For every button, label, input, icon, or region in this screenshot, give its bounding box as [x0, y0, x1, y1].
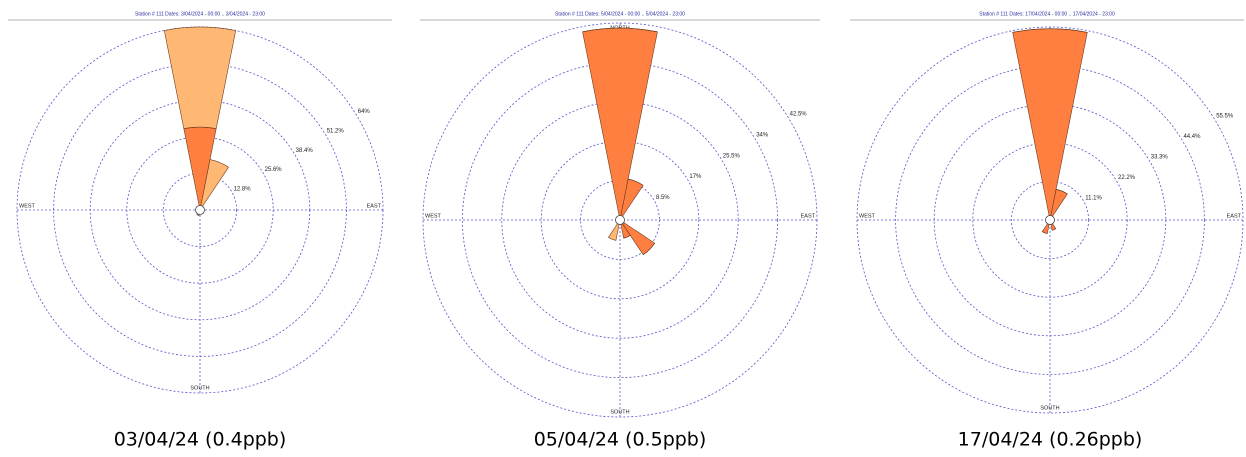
ring-label: 25.6%: [265, 167, 283, 173]
ring: [895, 65, 1205, 375]
direction-label: SOUTH: [1040, 405, 1059, 411]
direction-label: SOUTH: [190, 385, 209, 391]
ring-label: 64%: [358, 109, 371, 115]
wedge: [582, 27, 658, 33]
wedge: [623, 235, 631, 239]
chart-title: Station # 111 Dates: 5/04/2024 - 00:00 .…: [555, 11, 685, 17]
windrose-chart: Station # 111 Dates: 3/04/2024 - 00:00 .…: [8, 11, 392, 451]
windrose-chart: Station # 111 Dates: 5/04/2024 - 00:00 .…: [420, 11, 820, 451]
wedge: [1056, 189, 1068, 195]
direction-label: WEST: [425, 213, 442, 219]
ring: [461, 61, 779, 379]
wedge: [163, 26, 237, 130]
wedge: [643, 243, 655, 255]
direction-label: EAST: [367, 203, 382, 209]
center: [615, 215, 625, 225]
caption: 05/04/24 (0.5ppb): [534, 429, 707, 451]
ring-label: 44.4%: [1183, 134, 1201, 140]
ring-label: 55.5%: [1216, 114, 1234, 120]
ring-label: 11.1%: [1085, 196, 1102, 202]
ring: [972, 142, 1128, 298]
direction-label: EAST: [801, 213, 816, 219]
center: [195, 205, 205, 215]
caption: 17/04/24 (0.26ppb): [958, 429, 1143, 451]
chart-title: Station # 111 Dates: 17/04/2024 - 00:00 …: [979, 11, 1115, 17]
ring-label: 51.2%: [327, 128, 345, 134]
direction-label: WEST: [19, 203, 36, 209]
direction-label: SOUTH: [610, 409, 629, 415]
ring-label: 42.5%: [790, 112, 808, 118]
wedge: [1051, 228, 1056, 231]
chart-title: Station # 111 Dates: 3/04/2024 - 00:00 .…: [135, 11, 265, 17]
wedge: [199, 159, 230, 211]
caption: 03/04/24 (0.4ppb): [114, 429, 287, 451]
ring-label: 17%: [689, 174, 702, 180]
ring-label: 8.5%: [656, 195, 670, 201]
center: [1045, 215, 1055, 225]
wedge: [607, 219, 621, 241]
wedge: [628, 178, 644, 186]
wedge: [1042, 231, 1048, 234]
ring-label: 22.2%: [1118, 175, 1136, 181]
ring: [540, 140, 700, 300]
ring-label: 12.8%: [234, 187, 252, 193]
direction-label: WEST: [859, 213, 876, 219]
ring-label: 25.5%: [723, 153, 741, 159]
windrose-chart: Station # 111 Dates: 17/04/2024 - 00:00 …: [850, 11, 1244, 451]
ring-label: 38.4%: [296, 148, 314, 154]
wedge: [1012, 28, 1088, 33]
ring-label: 34%: [756, 132, 769, 138]
wedge: [582, 27, 658, 221]
ring-label: 33.3%: [1151, 155, 1169, 161]
direction-label: EAST: [1227, 213, 1242, 219]
